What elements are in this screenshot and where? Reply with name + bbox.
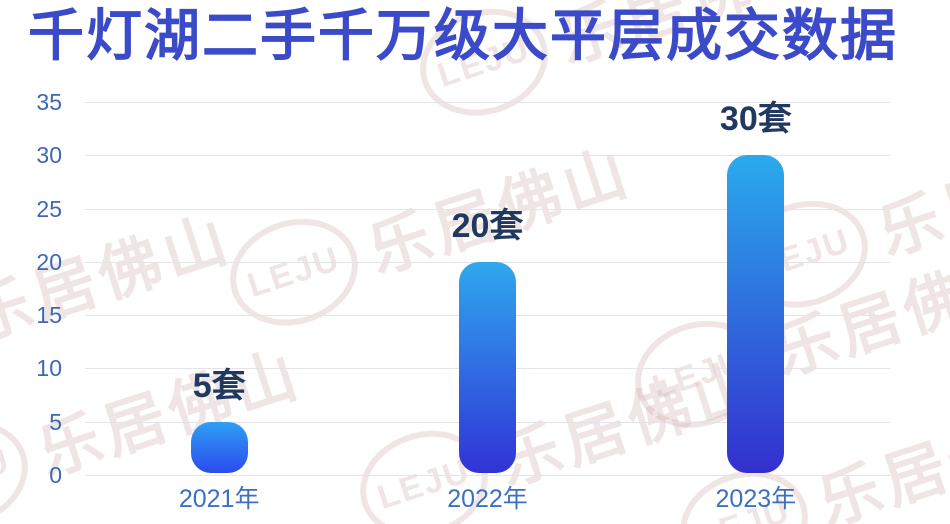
y-tick-label: 30 xyxy=(36,142,62,169)
gridline-y-0 xyxy=(85,475,890,476)
x-tick-label-2022年: 2022年 xyxy=(447,485,528,513)
x-tick-label-2023年: 2023年 xyxy=(715,485,797,513)
bar-2022年 xyxy=(459,261,516,473)
data-label-2021年: 5套 xyxy=(192,366,246,405)
data-label-2022年: 20套 xyxy=(451,206,524,245)
y-tick-label: 0 xyxy=(49,462,62,488)
x-tick-label-2021年: 2021年 xyxy=(178,485,260,513)
y-tick-label: 10 xyxy=(36,355,62,382)
gridline-y-35 xyxy=(85,102,890,103)
y-tick-label: 15 xyxy=(36,302,62,329)
gridline-y-25 xyxy=(85,208,890,210)
y-tick-label: 25 xyxy=(36,195,62,222)
y-tick-label: 35 xyxy=(36,89,62,115)
chart-title: 千灯湖二手千万级大平层成交数据 xyxy=(28,4,898,67)
bar-2023年 xyxy=(727,155,785,473)
data-label-2023年: 30套 xyxy=(719,100,792,139)
bar-2021年 xyxy=(190,421,248,473)
gridline-y-30 xyxy=(85,155,890,157)
y-tick-label: 20 xyxy=(36,248,62,275)
y-tick-label: 5 xyxy=(49,408,62,435)
